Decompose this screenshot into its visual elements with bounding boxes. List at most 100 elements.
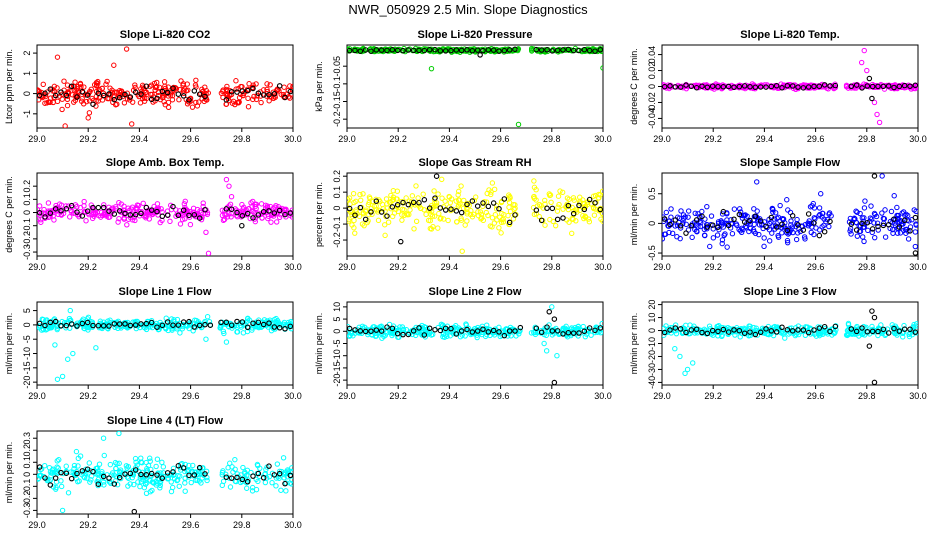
panel-5: Slope Gas Stream RH -0.2-0.1 0 0.1 0.2 29.0 29… — [314, 157, 612, 272]
mean-point — [827, 328, 833, 335]
y-tick-label: 5 — [22, 308, 32, 313]
mean-point — [480, 326, 486, 333]
mean-point — [148, 470, 155, 477]
data-point-outlier — [228, 194, 235, 200]
mean-point — [74, 470, 80, 477]
data-point — [99, 85, 105, 92]
mean-point — [907, 326, 913, 333]
data-point — [847, 84, 853, 90]
data-point — [95, 80, 101, 87]
mean-point — [362, 47, 369, 53]
data-point — [437, 216, 443, 222]
mean-point — [779, 85, 785, 91]
data-point — [493, 206, 500, 212]
mean-point — [693, 84, 700, 91]
y-tick-label: -0.05 — [332, 56, 342, 77]
data-point — [875, 227, 881, 233]
mean-point — [282, 211, 288, 218]
mean-point — [58, 323, 64, 329]
data-point — [707, 243, 713, 250]
mean-point — [111, 211, 118, 217]
x-tick-label: 29.4 — [441, 391, 459, 401]
data-point — [258, 99, 264, 106]
mean-point — [122, 210, 128, 217]
y-axis-label: degrees C per min. — [4, 176, 14, 253]
y-tick-label: 0.2 — [22, 444, 32, 457]
mean-point — [773, 82, 780, 89]
data-point — [96, 461, 103, 467]
x-tick-label: 29.2 — [389, 391, 407, 401]
x-tick-label: 29.2 — [79, 262, 97, 272]
mean-point — [901, 82, 908, 89]
data-points — [347, 304, 603, 385]
mean-point — [266, 91, 272, 98]
mean-point — [180, 93, 187, 99]
data-point — [266, 473, 273, 480]
mean-point — [100, 92, 107, 99]
data-point — [445, 217, 451, 224]
mean-point — [191, 324, 198, 330]
y-tick-label: 0 — [647, 221, 657, 226]
mean-point — [239, 213, 246, 219]
data-point — [71, 462, 78, 469]
data-point — [511, 206, 517, 213]
data-point-outlier — [116, 431, 122, 437]
x-tick-label: 29.0 — [28, 262, 46, 272]
mean-point — [768, 83, 775, 90]
mean-point — [357, 328, 364, 334]
mean-point — [554, 47, 561, 54]
mean-point — [223, 206, 230, 212]
mean-point — [779, 324, 785, 330]
data-point — [81, 325, 87, 331]
mean-point — [37, 92, 43, 99]
data-point — [220, 328, 227, 335]
x-tick-label: 29.8 — [233, 520, 251, 530]
data-point — [251, 93, 257, 100]
mean-point — [848, 83, 855, 90]
x-tick-label: 29.8 — [543, 262, 561, 272]
mean-point — [223, 97, 230, 103]
data-point — [716, 226, 722, 233]
data-point — [789, 224, 796, 230]
data-point — [403, 326, 410, 333]
data-point — [116, 472, 123, 479]
data-point — [455, 192, 461, 198]
mean-point-outlier — [477, 52, 483, 58]
data-point — [442, 198, 448, 204]
mean-point — [715, 224, 721, 230]
mean-point — [244, 210, 251, 217]
mean-point — [811, 220, 817, 226]
y-tick-label: -40 — [647, 376, 657, 389]
x-tick-label: 29.6 — [182, 391, 200, 401]
mean-point — [90, 322, 96, 329]
mean-point — [52, 475, 59, 481]
mean-point — [175, 322, 182, 328]
data-point — [347, 333, 353, 339]
mean-point-outlier — [551, 379, 558, 385]
data-point — [672, 327, 679, 334]
mean-point — [426, 47, 433, 53]
data-points — [347, 173, 603, 254]
data-point — [132, 455, 139, 462]
mean-point — [709, 222, 716, 228]
data-point-outlier — [65, 356, 71, 362]
mean-point — [773, 224, 780, 230]
data-point — [391, 330, 398, 336]
y-tick-label: 0 — [22, 322, 32, 327]
data-point-outlier — [600, 65, 603, 71]
mean-point — [789, 213, 796, 219]
data-point — [93, 79, 100, 86]
mean-point — [512, 46, 518, 53]
mean-point — [154, 208, 160, 215]
x-tick-label: 30.0 — [284, 520, 302, 530]
data-point — [662, 332, 667, 338]
data-point — [817, 211, 823, 218]
data-point — [351, 225, 357, 231]
mean-point-outlier — [866, 75, 873, 82]
mean-point — [763, 326, 769, 332]
data-point — [853, 208, 859, 214]
panel-title: Slope Line 3 Flow — [744, 286, 837, 298]
mean-point — [170, 203, 176, 210]
data-point — [913, 321, 918, 327]
x-tick-label: 29.8 — [233, 391, 251, 401]
